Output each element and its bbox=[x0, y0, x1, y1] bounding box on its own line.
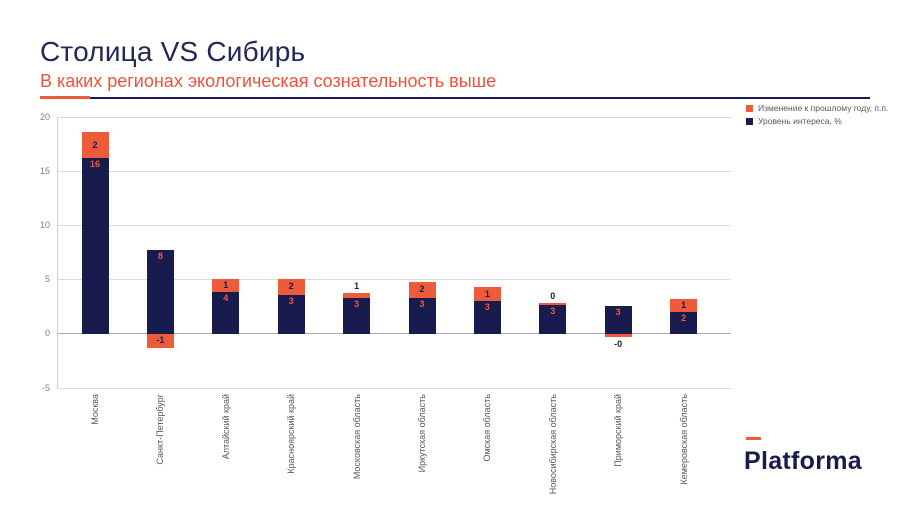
bar-change-label-2: 1 bbox=[223, 279, 229, 290]
bar-change-4 bbox=[343, 292, 371, 298]
bar-interest-1 bbox=[146, 250, 174, 334]
legend-label-change: Изменение к прошлому году, п.п. bbox=[758, 103, 889, 113]
bar-change-label-5: 2 bbox=[419, 284, 425, 295]
bar-interest-5 bbox=[408, 298, 436, 334]
platforma-logo-text: Platforma bbox=[744, 447, 863, 475]
bar-interest-label-3: 3 bbox=[288, 295, 294, 306]
bar-change-label-9: 1 bbox=[681, 300, 687, 311]
gridline-y-20 bbox=[57, 116, 731, 118]
bar-change-5 bbox=[408, 281, 436, 299]
bar-change-2 bbox=[212, 278, 240, 292]
bar-interest-label-6: 3 bbox=[484, 302, 490, 313]
gridline-y-10 bbox=[57, 224, 731, 226]
y-axis-tick--5: -5 bbox=[41, 382, 50, 393]
divider-navy-segment bbox=[90, 96, 870, 99]
platforma-logo-dash-icon bbox=[746, 437, 761, 440]
bar-change-8 bbox=[604, 333, 632, 338]
y-axis-tick-10: 10 bbox=[39, 219, 50, 230]
bar-interest-2 bbox=[212, 291, 240, 334]
bar-interest-9 bbox=[670, 312, 698, 334]
x-axis-label-4: Московская область bbox=[351, 394, 362, 480]
gridline-y-5 bbox=[57, 279, 731, 281]
bar-change-label-1: -1 bbox=[156, 335, 165, 346]
legend-swatch-change-icon bbox=[746, 104, 753, 112]
gridline-y-15 bbox=[57, 170, 731, 172]
bar-interest-7 bbox=[539, 304, 567, 334]
y-axis-tick-0: 0 bbox=[44, 328, 50, 339]
gridline-y-0 bbox=[57, 333, 731, 335]
page-title: Столица VS Сибирь bbox=[40, 36, 306, 67]
y-axis-line bbox=[57, 117, 58, 388]
x-axis-label-3: Красноярский край bbox=[286, 394, 297, 474]
bar-change-label-3: 2 bbox=[288, 281, 294, 292]
page-subtitle: В каких регионах экологическая сознатель… bbox=[40, 71, 497, 91]
x-axis-label-7: Новосибирская область bbox=[547, 394, 558, 495]
plot-area: 20 15 10 5 0 -5 16 2 Москва 8 -1 Санкт-Петербург 4 1 А… bbox=[40, 112, 731, 494]
bar-change-label-0: 2 bbox=[92, 139, 98, 150]
bar-interest-0 bbox=[81, 158, 109, 334]
bar-interest-3 bbox=[277, 294, 305, 334]
bar-interest-label-9: 2 bbox=[681, 313, 687, 324]
bar-interest-6 bbox=[473, 301, 501, 334]
bar-interest-label-4: 3 bbox=[354, 299, 360, 310]
platforma-logo: Platforma bbox=[744, 437, 862, 476]
bar-change-3 bbox=[277, 278, 305, 295]
bar-change-label-8: -0 bbox=[614, 339, 623, 350]
legend-item-change: Изменение к прошлому году, п.п. bbox=[746, 103, 896, 113]
y-axis-tick-15: 15 bbox=[39, 165, 50, 176]
legend-item-interest: Уровень интереса, % bbox=[746, 116, 896, 126]
bar-change-label-7: 0 bbox=[550, 291, 556, 302]
legend-swatch-interest-icon bbox=[746, 117, 753, 125]
bar-change-6 bbox=[473, 287, 501, 302]
bar-change-label-6: 1 bbox=[484, 288, 490, 299]
bar-change-1 bbox=[146, 333, 174, 348]
x-axis-label-5: Иркутская область bbox=[417, 394, 427, 473]
bar-interest-label-8: 3 bbox=[615, 306, 621, 317]
bar-interest-label-1: 8 bbox=[157, 251, 163, 262]
x-axis-label-0: Москва bbox=[90, 394, 100, 425]
bar-change-label-4: 1 bbox=[354, 280, 360, 291]
bar-interest-label-2: 4 bbox=[223, 292, 229, 303]
y-axis-tick-5: 5 bbox=[44, 274, 50, 285]
gridline-y--5 bbox=[57, 387, 731, 389]
bar-interest-4 bbox=[343, 298, 371, 334]
x-axis-label-1: Санкт-Петербург bbox=[155, 394, 166, 465]
x-axis-label-2: Алтайский край bbox=[220, 394, 231, 460]
bar-change-0 bbox=[81, 132, 109, 159]
legend-label-interest: Уровень интереса, % bbox=[758, 116, 842, 126]
x-axis-label-6: Омская область bbox=[482, 394, 493, 462]
y-axis-tick-20: 20 bbox=[39, 111, 50, 122]
bar-change-9 bbox=[670, 299, 698, 313]
chart-legend: Изменение к прошлому году, п.п. Уровень … bbox=[746, 103, 896, 129]
bar-interest-label-7: 3 bbox=[550, 305, 556, 316]
bar-interest-label-0: 16 bbox=[89, 159, 100, 170]
x-axis-label-8: Приморский край bbox=[613, 394, 624, 467]
bar-interest-label-5: 3 bbox=[419, 299, 425, 310]
x-axis-label-9: Кемеровская область bbox=[678, 394, 689, 485]
bar-interest-8 bbox=[604, 305, 632, 334]
divider-orange-segment bbox=[40, 96, 90, 99]
bar-change-7 bbox=[539, 303, 567, 305]
